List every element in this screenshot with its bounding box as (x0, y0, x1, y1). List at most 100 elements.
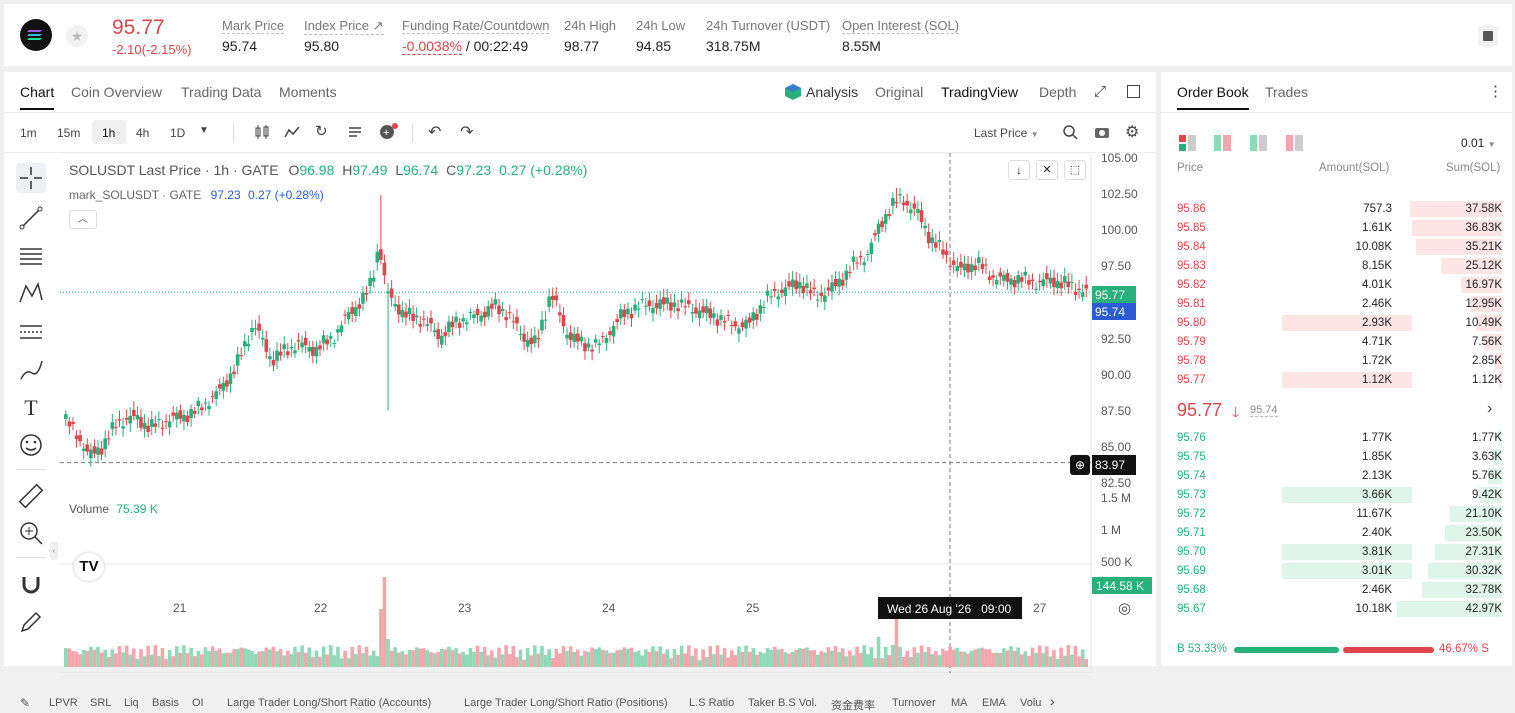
tab-order-book[interactable]: Order Book (1177, 84, 1249, 100)
measure-icon[interactable] (16, 316, 46, 346)
bid-row[interactable]: 95.73 3.66K 9.42K (1177, 486, 1502, 505)
mark-price-label[interactable]: Mark Price (222, 18, 285, 34)
indicator-button[interactable]: OI (192, 697, 204, 709)
indicator-button[interactable]: MA (951, 697, 968, 709)
interval-15m[interactable]: 15m (57, 126, 81, 140)
pencil-edit-icon[interactable]: ✎ (20, 696, 31, 710)
indicator-button[interactable]: 资金费率 (831, 700, 875, 712)
indicator-button[interactable]: EMA (982, 697, 1006, 709)
fullscreen-icon[interactable]: ✕ (1036, 160, 1058, 180)
candlestick-chart[interactable] (4, 153, 1156, 673)
add-alert-plus-icon[interactable]: ⊕ (1070, 455, 1090, 475)
bid-row[interactable]: 95.71 2.40K 23.50K (1177, 524, 1502, 543)
view-bids-icon[interactable] (1250, 135, 1268, 156)
reset-icon[interactable]: ⬚ (1064, 160, 1086, 180)
bid-row[interactable]: 95.69 3.01K 30.32K (1177, 562, 1502, 581)
interval-4h[interactable]: 4h (136, 126, 150, 140)
interval-1h[interactable]: 1h (102, 126, 116, 140)
indicator-button[interactable]: Large Trader Long/Short Ratio (Positions… (464, 697, 668, 709)
pencil-icon[interactable] (16, 607, 46, 637)
trend-line-icon[interactable] (16, 203, 46, 233)
indicator-button[interactable]: Turnover (892, 697, 936, 709)
bid-row[interactable]: 95.67 10.18K 42.97K (1177, 600, 1502, 619)
ask-row[interactable]: 95.78 1.72K 2.85K (1177, 352, 1502, 371)
zoom-icon[interactable] (16, 518, 46, 548)
bid-row[interactable]: 95.76 1.77K 1.77K (1177, 429, 1502, 448)
bid-row[interactable]: 95.75 1.85K 3.63K (1177, 448, 1502, 467)
gear-icon[interactable]: ⚙ (1125, 124, 1140, 141)
price-type-select[interactable]: Last Price ▼ (974, 126, 1039, 140)
candle-type-icon[interactable] (254, 124, 270, 145)
fib-icon[interactable] (16, 241, 46, 271)
pattern-icon[interactable] (16, 278, 46, 308)
text-icon[interactable]: T (24, 395, 38, 420)
analysis-button[interactable]: Analysis (806, 84, 859, 100)
indicator-button[interactable]: Taker B.S Vol. (748, 697, 818, 709)
ask-row[interactable]: 95.82 4.01K 16.97K (1177, 276, 1502, 295)
settings-circle-icon[interactable]: ◎ (1118, 600, 1132, 617)
index-price-label[interactable]: Index Price ↗ (304, 18, 384, 35)
compare-icon[interactable]: ↻ (315, 123, 328, 140)
book-icon[interactable] (1478, 26, 1498, 46)
indicator-button[interactable]: Liq (124, 697, 139, 709)
more-vertical-icon[interactable]: ⋮ (1488, 83, 1503, 100)
collapse-sidebar-handle[interactable]: ‹ (50, 542, 58, 560)
ask-row[interactable]: 95.83 8.15K 25.12K (1177, 257, 1502, 276)
tab-chart[interactable]: Chart (20, 84, 55, 100)
collapse-legend-button[interactable]: ︿ (69, 210, 97, 229)
volume-bar (547, 649, 551, 667)
templates-icon[interactable] (347, 124, 363, 145)
bid-row[interactable]: 95.72 11.67K 21.10K (1177, 505, 1502, 524)
indicator-button[interactable]: Volu (1020, 697, 1042, 709)
interval-1d[interactable]: 1D (170, 126, 186, 140)
bid-row[interactable]: 95.74 2.13K 5.76K (1177, 467, 1502, 486)
indicator-button[interactable]: SRL (90, 697, 112, 709)
bid-row[interactable]: 95.68 2.46K 32.78K (1177, 581, 1502, 600)
chevron-down-icon[interactable]: ▼ (199, 125, 209, 136)
interval-1m[interactable]: 1m (20, 126, 37, 140)
precision-select[interactable]: 0.01 ▼ (1461, 136, 1496, 150)
tab-coin-overview[interactable]: Coin Overview (71, 84, 163, 100)
undo-icon[interactable]: ↶ (428, 124, 442, 141)
indicator-button[interactable]: Basis (152, 697, 179, 709)
brush-icon[interactable] (16, 355, 46, 385)
indicators-icon[interactable] (284, 124, 300, 145)
tab-trades[interactable]: Trades (1265, 84, 1309, 100)
ask-row[interactable]: 95.79 4.71K 7.56K (1177, 333, 1502, 352)
search-icon[interactable] (1062, 124, 1078, 145)
camera-icon[interactable] (1094, 125, 1110, 144)
ask-row[interactable]: 95.86 757.3 37.58K (1177, 200, 1502, 219)
crosshair-icon[interactable] (16, 163, 46, 193)
tab-trading-data[interactable]: Trading Data (181, 84, 262, 100)
window-icon[interactable] (1127, 85, 1140, 98)
tab-moments[interactable]: Moments (279, 84, 337, 100)
scroll-to-latest-icon[interactable]: ↓ (1008, 160, 1030, 180)
view-both-alt-icon[interactable] (1214, 135, 1232, 156)
add-alert-icon[interactable]: + (379, 123, 399, 146)
magnet-icon[interactable] (16, 569, 46, 599)
star-icon[interactable]: ★ (66, 25, 88, 47)
ask-row[interactable]: 95.84 10.08K 35.21K (1177, 238, 1502, 257)
view-both-icon[interactable] (1179, 135, 1197, 156)
chevron-right-icon[interactable]: › (1487, 400, 1493, 417)
ruler-icon[interactable] (16, 481, 46, 511)
tradingview-button[interactable]: TradingView (941, 84, 1019, 100)
expand-icon[interactable]: ⤢ (1094, 83, 1107, 100)
indicator-button[interactable]: LPVR (49, 697, 78, 709)
emoji-icon[interactable] (16, 430, 46, 460)
ask-row[interactable]: 95.81 2.46K 12.95K (1177, 295, 1502, 314)
open-interest-label[interactable]: Open Interest (SOL) (842, 18, 960, 34)
depth-button[interactable]: Depth (1039, 84, 1077, 100)
indicator-button[interactable]: Large Trader Long/Short Ratio (Accounts) (227, 697, 432, 709)
redo-icon[interactable]: ↷ (460, 124, 474, 141)
bid-row[interactable]: 95.70 3.81K 27.31K (1177, 543, 1502, 562)
ask-row[interactable]: 95.80 2.93K 10.49K (1177, 314, 1502, 333)
view-asks-icon[interactable] (1286, 135, 1304, 156)
original-button[interactable]: Original (875, 84, 924, 100)
interval-1h-active[interactable] (92, 120, 126, 144)
funding-rate-label[interactable]: Funding Rate/Countdown (402, 18, 550, 34)
ask-row[interactable]: 95.85 1.61K 36.83K (1177, 219, 1502, 238)
chevron-right-icon[interactable]: › (1050, 693, 1055, 709)
indicator-button[interactable]: L.S Ratio (689, 697, 735, 709)
ask-row[interactable]: 95.77 1.12K 1.12K (1177, 371, 1502, 390)
